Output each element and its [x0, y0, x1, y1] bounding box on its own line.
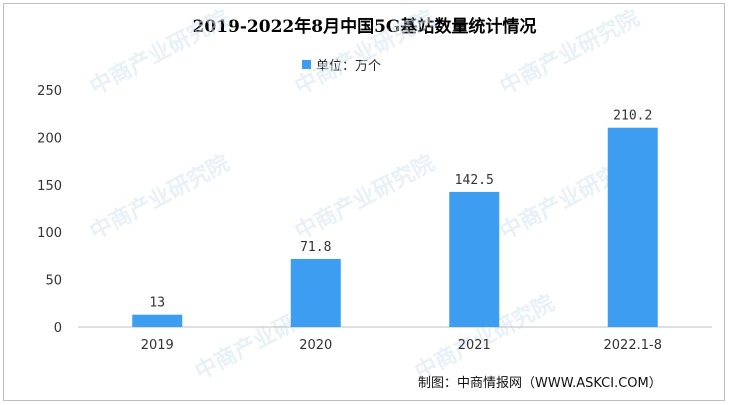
bar [449, 191, 500, 327]
bar [290, 258, 341, 327]
x-tick-label: 2019 [141, 338, 174, 353]
watermark-text: 中商产业研究院 [291, 5, 439, 100]
data-labels: 13 71.8 142.5 210.2 [149, 109, 652, 311]
data-label: 71.8 [300, 240, 331, 255]
chart-frame [3, 3, 725, 401]
bar [132, 314, 183, 327]
watermark-text: 中商产业研究院 [86, 5, 234, 100]
watermark-text: 中商产业研究院 [86, 150, 234, 245]
x-tick-label: 2020 [299, 338, 332, 353]
bars [132, 127, 658, 327]
legend-swatch [302, 59, 311, 69]
data-label: 142.5 [455, 173, 494, 188]
y-tick-label: 50 [45, 274, 62, 289]
y-tick-label: 150 [37, 179, 62, 194]
chart-title: 2019-2022年8月中国5G基站数量统计情况 [192, 17, 537, 37]
x-tick-label: 2022.1-8 [604, 338, 662, 353]
y-tick-label: 0 [54, 321, 62, 336]
y-axis: 0 50 100 150 200 250 [37, 84, 62, 336]
y-tick-label: 200 [37, 131, 62, 146]
legend-label: 单位：万个 [316, 58, 382, 74]
data-label: 210.2 [613, 109, 652, 124]
watermark-text: 中商产业研究院 [496, 5, 644, 100]
bar [607, 127, 658, 327]
chart-legend: 单位：万个 [302, 56, 382, 74]
y-tick-label: 100 [37, 226, 62, 241]
chart-credit: 制图：中商情报网（WWW.ASKCI.COM） [418, 376, 662, 391]
watermark-text: 中商产业研究院 [291, 150, 439, 245]
x-tick-label: 2021 [458, 338, 491, 353]
y-tick-label: 250 [37, 84, 62, 99]
data-label: 13 [149, 296, 165, 311]
x-axis: 2019 2020 2021 2022.1-8 [141, 338, 662, 353]
